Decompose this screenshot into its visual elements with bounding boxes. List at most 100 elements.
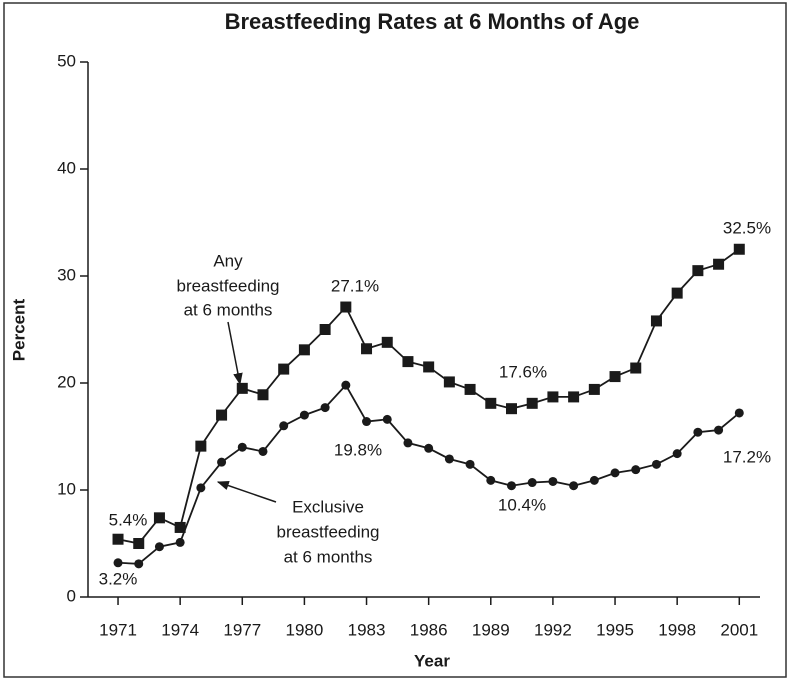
circle-marker	[154, 542, 164, 552]
square-marker	[153, 512, 165, 524]
annotation: 17.2%	[723, 447, 771, 466]
y-tick-label: 30	[57, 265, 76, 284]
square-marker	[423, 361, 435, 373]
square-marker	[609, 371, 621, 383]
circle-marker	[113, 558, 123, 568]
circle-marker	[403, 438, 413, 448]
square-marker	[319, 324, 331, 335]
circle-marker	[196, 483, 206, 493]
frame	[3, 2, 787, 678]
series-callout: at 6 months	[284, 547, 373, 566]
series-callout: breastfeeding	[176, 276, 279, 295]
circle-marker	[279, 421, 289, 431]
circle-marker	[589, 475, 599, 485]
series-line	[117, 383, 740, 565]
square-marker	[174, 521, 186, 533]
square-marker	[485, 397, 497, 409]
square-marker	[236, 382, 248, 394]
circle-marker	[175, 537, 185, 547]
y-tick-label: 50	[57, 51, 76, 70]
square-marker	[216, 409, 228, 421]
square-marker	[112, 533, 124, 545]
series-callout: Exclusive	[292, 497, 364, 516]
circle-marker	[424, 443, 434, 453]
x-tick-label: 1995	[596, 620, 634, 639]
x-tick-label: 1980	[285, 620, 323, 639]
annotation: 19.8%	[334, 440, 382, 459]
circle-marker	[734, 408, 744, 418]
annotation: 17.6%	[499, 362, 547, 381]
square-marker	[505, 403, 517, 415]
square-marker	[195, 440, 207, 452]
square-marker	[340, 301, 352, 313]
circle-marker	[362, 417, 372, 427]
circle-marker	[548, 476, 558, 486]
series-callout: Any	[213, 251, 243, 270]
square-marker	[713, 258, 725, 270]
series-callout: at 6 months	[184, 300, 273, 319]
x-tick-label: 1998	[658, 620, 696, 639]
y-tick-label: 40	[57, 158, 76, 177]
chart-title: Breastfeeding Rates at 6 Months of Age	[225, 9, 640, 34]
circle-marker	[465, 459, 475, 469]
annotation: 3.2%	[99, 569, 138, 588]
circle-marker	[341, 380, 351, 390]
y-tick-label: 20	[57, 372, 76, 391]
square-marker	[402, 356, 414, 368]
circle-marker	[320, 403, 330, 413]
square-marker	[650, 315, 662, 327]
square-marker	[443, 376, 455, 388]
circle-marker	[631, 465, 641, 475]
square-marker	[526, 397, 538, 409]
circle-marker	[382, 414, 392, 424]
circle-marker	[714, 425, 724, 435]
x-tick-label: 1974	[161, 620, 199, 639]
circle-marker	[237, 442, 247, 452]
callout-arrow	[227, 321, 243, 386]
square-marker	[547, 391, 559, 403]
x-tick-label: 1977	[223, 620, 261, 639]
square-marker	[568, 391, 580, 403]
x-tick-label: 1983	[348, 620, 386, 639]
x-axis-label: Year	[414, 651, 450, 670]
circle-marker	[299, 410, 309, 420]
square-marker	[133, 538, 145, 549]
circle-marker	[693, 427, 703, 437]
y-tick-label: 10	[57, 479, 76, 498]
square-marker	[298, 344, 310, 356]
square-marker	[381, 336, 393, 348]
x-tick-label: 1986	[410, 620, 448, 639]
square-marker	[588, 383, 600, 395]
circle-marker	[486, 475, 496, 485]
x-tick-label: 1992	[534, 620, 572, 639]
square-marker	[361, 343, 373, 355]
callout-arrow	[216, 480, 277, 503]
circle-marker	[527, 478, 537, 488]
square-marker	[733, 243, 745, 255]
circle-marker	[569, 481, 579, 491]
circle-marker	[672, 449, 682, 459]
circle-marker	[610, 468, 620, 478]
circle-marker	[217, 457, 227, 467]
y-tick-label: 0	[67, 586, 76, 605]
annotation: 27.1%	[331, 276, 379, 295]
circle-marker	[444, 454, 454, 464]
square-marker	[278, 363, 290, 375]
square-marker	[671, 287, 683, 299]
square-marker	[630, 362, 642, 374]
circle-marker	[651, 459, 661, 469]
circle-marker	[258, 446, 268, 456]
square-marker	[692, 265, 704, 277]
x-tick-label: 1989	[472, 620, 510, 639]
circle-marker	[506, 481, 516, 491]
x-tick-label: 1971	[99, 620, 137, 639]
square-marker	[464, 383, 476, 395]
annotation: 32.5%	[723, 218, 771, 237]
annotation: 5.4%	[109, 510, 148, 529]
x-tick-label: 2001	[720, 620, 758, 639]
annotation: 10.4%	[498, 495, 546, 514]
y-axis-label: Percent	[9, 298, 28, 361]
circle-marker	[134, 559, 144, 569]
square-marker	[257, 389, 269, 401]
